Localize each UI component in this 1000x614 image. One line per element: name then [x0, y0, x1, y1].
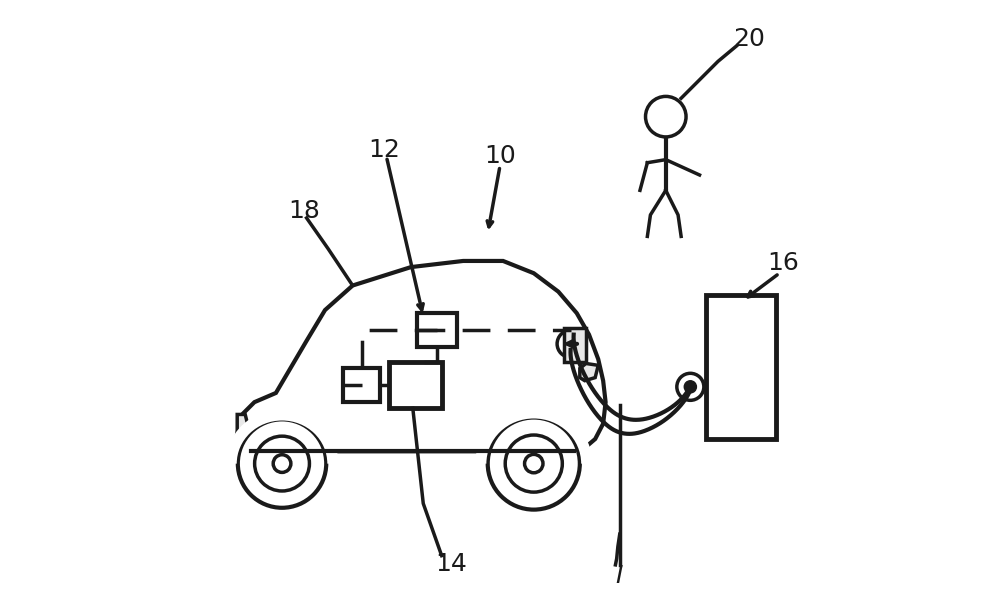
- Polygon shape: [237, 414, 248, 439]
- Text: 20: 20: [733, 27, 765, 51]
- Text: 16: 16: [767, 251, 799, 275]
- Circle shape: [238, 419, 326, 508]
- Bar: [564, 328, 586, 362]
- Polygon shape: [580, 363, 598, 381]
- Text: 18: 18: [288, 199, 320, 223]
- Bar: [343, 368, 380, 402]
- Text: 10: 10: [485, 144, 516, 168]
- Polygon shape: [236, 261, 606, 451]
- Circle shape: [565, 338, 577, 350]
- Circle shape: [505, 435, 562, 492]
- Circle shape: [273, 455, 291, 472]
- Circle shape: [677, 373, 704, 400]
- Circle shape: [488, 418, 580, 510]
- Text: 14: 14: [436, 552, 467, 576]
- Circle shape: [525, 454, 543, 473]
- Bar: [389, 362, 442, 408]
- Bar: [417, 313, 457, 347]
- Circle shape: [255, 436, 309, 491]
- Circle shape: [684, 381, 696, 393]
- Bar: [706, 295, 776, 439]
- Circle shape: [646, 96, 686, 137]
- Circle shape: [557, 330, 584, 357]
- Text: 12: 12: [368, 138, 400, 161]
- Text: I: I: [615, 564, 623, 588]
